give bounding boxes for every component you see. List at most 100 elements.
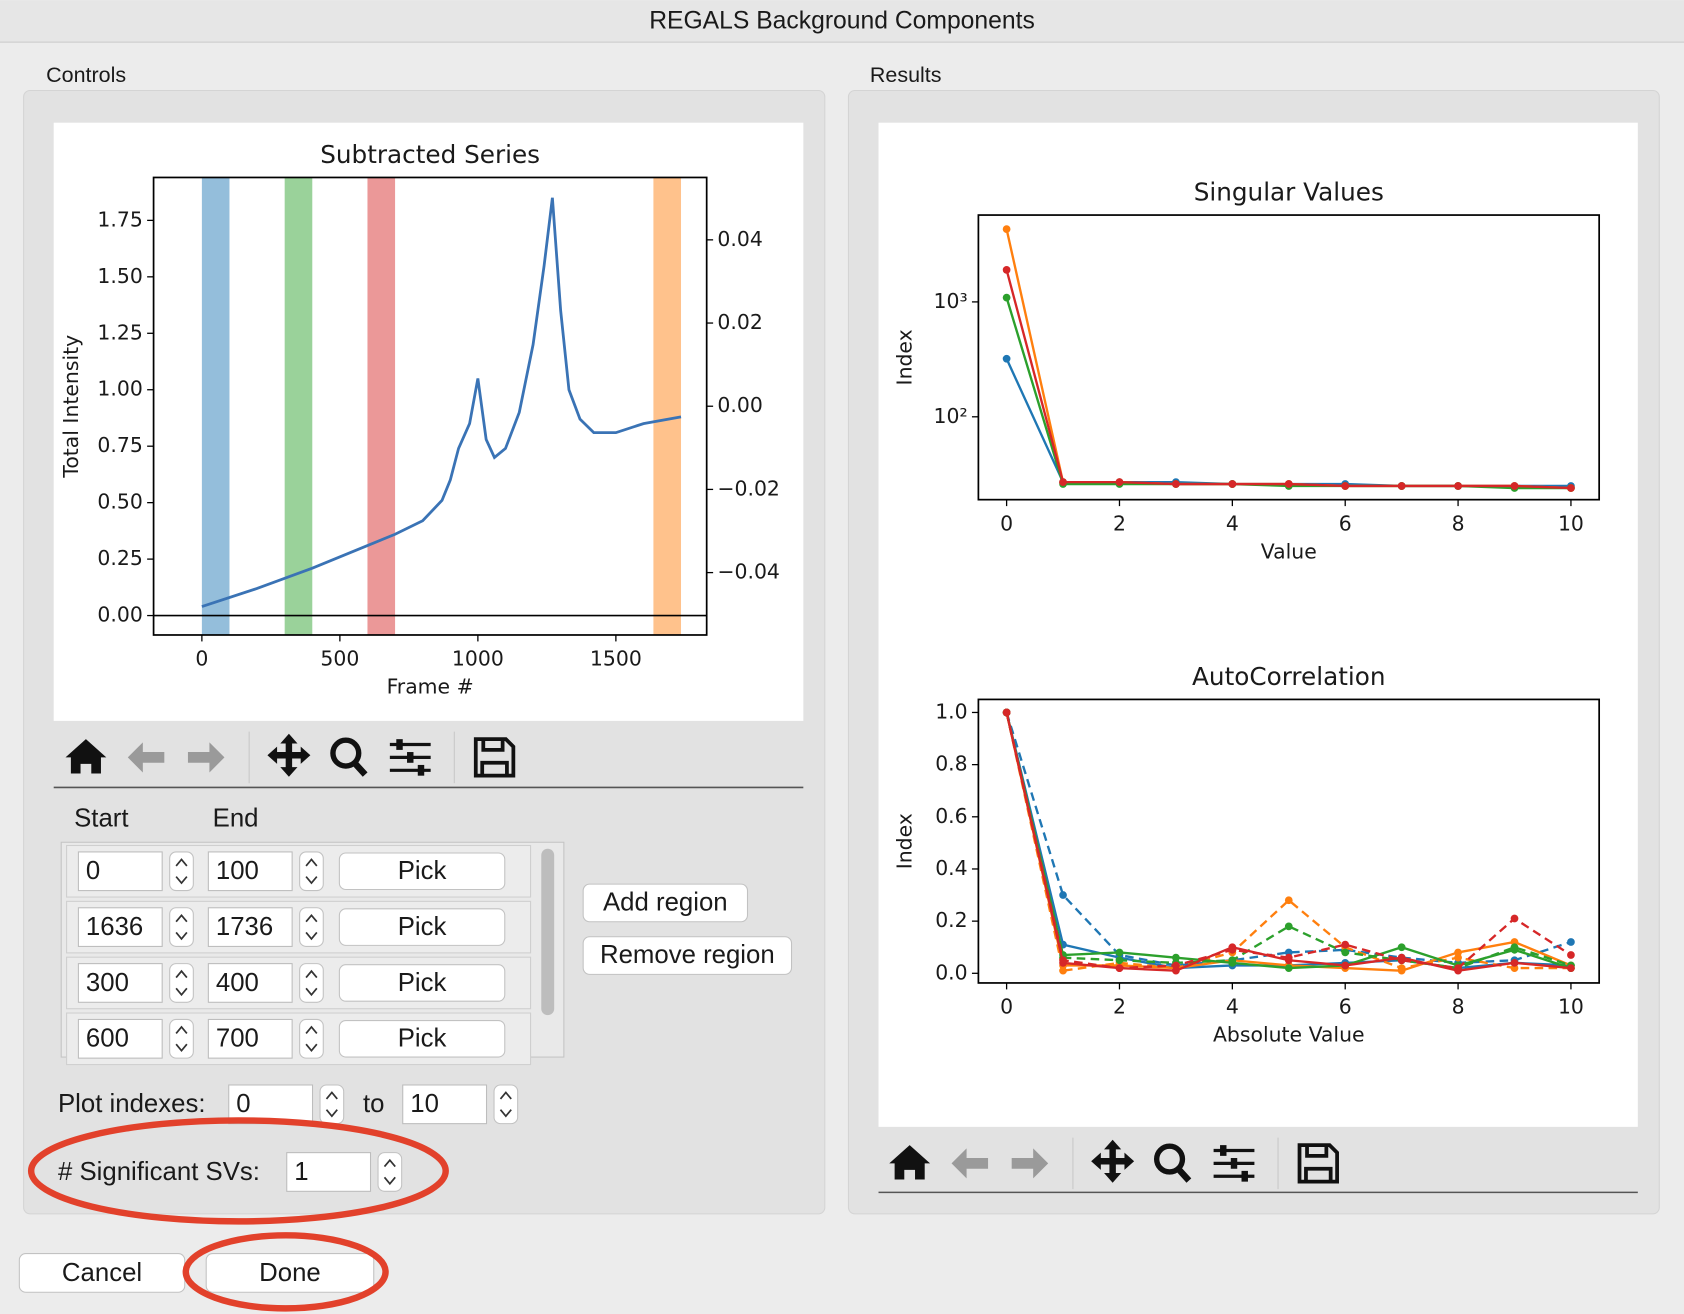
pick-button[interactable] xyxy=(338,1020,506,1058)
spin-input[interactable] xyxy=(77,907,163,947)
x-tick-label: 0 xyxy=(195,647,208,671)
chart-title: AutoCorrelation xyxy=(1192,662,1385,691)
spin-button[interactable] xyxy=(299,907,324,947)
series-marker xyxy=(1059,966,1067,975)
spin-button[interactable] xyxy=(319,1084,345,1125)
spin-arrows xyxy=(305,913,318,941)
pan-icon[interactable] xyxy=(267,733,311,777)
series-marker xyxy=(1059,891,1067,899)
series-marker xyxy=(1284,964,1293,972)
series-marker xyxy=(1228,480,1237,488)
y-tick-label: 0.0 xyxy=(935,960,967,984)
zoom-icon-handle xyxy=(352,760,368,777)
series-marker xyxy=(1341,940,1350,949)
y2-tick-label: 0.02 xyxy=(717,310,762,334)
spin-button[interactable] xyxy=(299,1018,324,1059)
column-header: End xyxy=(213,805,259,833)
series-marker xyxy=(1397,956,1406,965)
spin-button[interactable] xyxy=(299,963,324,1003)
done-button[interactable] xyxy=(205,1253,375,1293)
scrollbar[interactable] xyxy=(541,848,555,1016)
chart: 0 500 1000 1500 0.00 0.25 0.50 0.75 1.00 1.25 1.50… xyxy=(59,140,780,699)
plot-frame xyxy=(977,698,1601,984)
field-label: Plot indexes: xyxy=(58,1090,206,1118)
spin-button[interactable] xyxy=(299,851,324,892)
spin-input[interactable] xyxy=(207,851,293,892)
pick-button[interactable] xyxy=(338,908,506,946)
series-marker xyxy=(1567,938,1575,946)
back-icon[interactable] xyxy=(127,742,165,773)
window-title: REGALS Background Components xyxy=(649,7,1035,34)
y2-tick-label: 0.04 xyxy=(717,227,762,251)
series-marker xyxy=(1341,961,1350,970)
series-marker xyxy=(1115,478,1124,486)
spin-arrows xyxy=(175,969,188,997)
pan-icon[interactable] xyxy=(1091,1139,1135,1183)
x-tick-label: 6 xyxy=(1339,511,1352,535)
x-axis-label: Frame # xyxy=(387,675,474,699)
remove-region-button[interactable] xyxy=(582,936,793,975)
spin-button[interactable] xyxy=(377,1152,403,1192)
spin-input[interactable] xyxy=(207,963,293,1003)
series-marker xyxy=(1284,480,1293,488)
x-tick-label: 0 xyxy=(1000,511,1013,535)
series-marker xyxy=(1115,956,1124,965)
add-region-button[interactable] xyxy=(582,883,749,923)
spin-button[interactable] xyxy=(493,1084,519,1125)
spin-input[interactable] xyxy=(77,851,163,892)
save-icon[interactable] xyxy=(1297,1143,1339,1184)
series-marker xyxy=(1567,951,1575,959)
forward-icon[interactable] xyxy=(187,742,225,773)
series-marker xyxy=(1284,922,1293,931)
button-label: Pick xyxy=(398,1025,447,1053)
zoom-icon[interactable] xyxy=(330,737,362,769)
config-icon-knob xyxy=(1241,1170,1248,1182)
spin-button[interactable] xyxy=(169,907,194,947)
y-axis-label: Index xyxy=(892,813,916,869)
series-marker xyxy=(1059,956,1067,965)
button-label: Cancel xyxy=(62,1259,142,1287)
spin-button[interactable] xyxy=(169,963,194,1003)
y2-tick-label: −0.02 xyxy=(717,476,779,500)
series-marker xyxy=(1172,480,1180,488)
spin-input[interactable] xyxy=(77,963,163,1003)
pick-button[interactable] xyxy=(338,852,506,891)
home-icon[interactable] xyxy=(889,1145,931,1180)
spin-value: 10 xyxy=(410,1090,439,1118)
spin-button[interactable] xyxy=(169,1018,194,1059)
y2-tick-label: 0.00 xyxy=(717,393,762,417)
spin-button[interactable] xyxy=(169,851,194,892)
group-label: Results xyxy=(870,63,942,87)
chart-title: Subtracted Series xyxy=(320,140,540,169)
spin-input[interactable] xyxy=(207,907,293,947)
x-tick-label: 10 xyxy=(1558,995,1584,1019)
forward-icon[interactable] xyxy=(1011,1148,1049,1179)
spin-value: 400 xyxy=(216,969,259,997)
x-tick-label: 8 xyxy=(1452,511,1465,535)
spin-input[interactable] xyxy=(286,1152,372,1192)
series-marker xyxy=(1228,945,1237,954)
spin-arrows xyxy=(383,1158,396,1186)
spin-input[interactable] xyxy=(77,1018,163,1059)
spin-input[interactable] xyxy=(228,1084,314,1125)
field-label: to xyxy=(363,1090,385,1118)
home-icon[interactable] xyxy=(65,739,107,774)
spin-input[interactable] xyxy=(402,1084,488,1125)
config-icon-knob xyxy=(407,752,414,763)
zoom-icon[interactable] xyxy=(1153,1143,1186,1175)
spin-value: 1636 xyxy=(86,913,143,941)
group-label: Controls xyxy=(46,63,126,87)
spin-arrows xyxy=(175,1025,188,1052)
save-icon[interactable] xyxy=(473,737,516,778)
y-tick-label: 0.00 xyxy=(97,603,142,627)
config-icon-knob xyxy=(396,739,403,750)
series-line xyxy=(1005,712,1572,967)
config-icon-knob xyxy=(1230,1158,1238,1169)
spin-input[interactable] xyxy=(207,1018,293,1059)
spin-value: 1 xyxy=(294,1158,308,1186)
series-marker xyxy=(1397,964,1406,972)
pick-button[interactable] xyxy=(338,964,506,1002)
y-axis-label: Index xyxy=(892,329,916,385)
back-icon[interactable] xyxy=(951,1148,989,1179)
